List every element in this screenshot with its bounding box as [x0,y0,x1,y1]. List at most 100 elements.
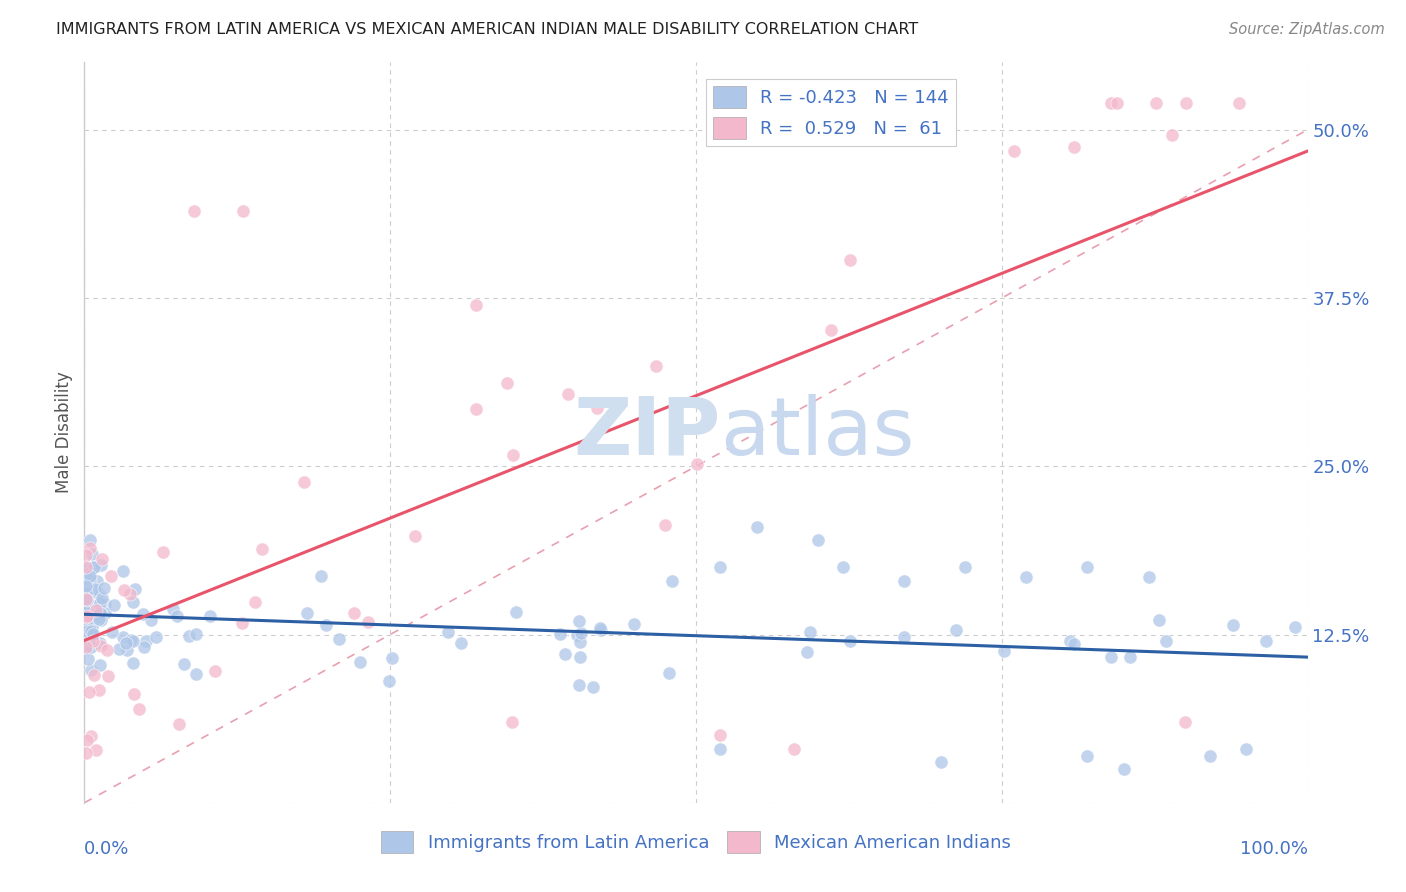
Point [79,541,101,555]
Point [953,560,976,574]
Point [1198,748,1220,763]
Point [1147,613,1170,627]
Point [1137,569,1160,583]
Point [75,638,97,652]
Point [1254,633,1277,648]
Text: atlas: atlas [720,393,915,472]
Point [661,574,683,588]
Point [124,582,146,596]
Point [184,627,207,641]
Point [839,252,862,267]
Point [658,666,681,681]
Point [93,581,115,595]
Point [747,520,769,534]
Point [783,742,806,756]
Point [80,730,103,744]
Point [1284,620,1306,634]
Point [245,594,267,608]
Text: ZIP: ZIP [574,393,720,472]
Point [120,587,142,601]
Point [292,475,315,489]
Point [83,560,105,574]
Point [589,623,612,637]
Point [1076,560,1098,574]
Point [568,650,591,665]
Point [1227,95,1250,110]
Point [90,613,112,627]
Point [582,680,605,694]
Point [75,607,97,621]
Point [83,599,105,613]
Point [111,564,134,578]
Point [1063,637,1085,651]
Point [77,569,100,583]
Point [1076,748,1098,763]
Point [96,642,118,657]
Point [82,619,104,633]
Point [135,634,157,648]
Point [75,615,97,629]
Point [108,641,131,656]
Point [117,643,139,657]
Point [75,611,97,625]
Point [1175,95,1198,110]
Point [1015,569,1038,583]
Point [100,568,122,582]
Text: IMMIGRANTS FROM LATIN AMERICA VS MEXICAN AMERICAN INDIAN MALE DISABILITY CORRELA: IMMIGRANTS FROM LATIN AMERICA VS MEXICAN… [56,22,918,37]
Point [128,702,150,716]
Point [75,560,97,574]
Point [557,387,579,401]
Point [162,602,184,616]
Point [554,647,576,661]
Point [75,609,97,624]
Point [86,574,108,588]
Point [349,655,371,669]
Point [77,619,100,633]
Point [173,657,195,671]
Point [204,665,226,679]
Point [569,626,592,640]
Point [623,617,645,632]
Point [122,687,145,701]
Point [79,569,101,583]
Point [80,640,103,655]
Text: 100.0%: 100.0% [1240,840,1308,858]
Point [90,640,112,654]
Point [76,576,98,591]
Point [80,611,103,625]
Point [75,639,97,653]
Point [76,609,98,624]
Point [75,586,97,600]
Point [75,625,97,640]
Point [112,582,135,597]
Point [83,560,105,574]
Text: 0.0%: 0.0% [84,840,129,858]
Point [328,632,350,647]
Point [76,584,98,599]
Point [76,624,98,638]
Point [76,733,98,747]
Point [568,678,591,692]
Point [709,729,731,743]
Point [381,651,404,665]
Point [831,560,853,574]
Point [86,743,108,757]
Point [464,298,486,312]
Point [82,620,104,634]
Point [94,607,117,621]
Point [87,683,110,698]
Point [799,625,821,640]
Point [76,652,98,666]
Point [807,533,830,548]
Point [1059,634,1081,648]
Point [167,717,190,731]
Point [315,618,337,632]
Point [75,599,97,614]
Point [1002,145,1025,159]
Point [75,640,97,655]
Point [91,591,114,605]
Point [89,609,111,624]
Point [101,625,124,640]
Point [79,573,101,587]
Point [80,547,103,561]
